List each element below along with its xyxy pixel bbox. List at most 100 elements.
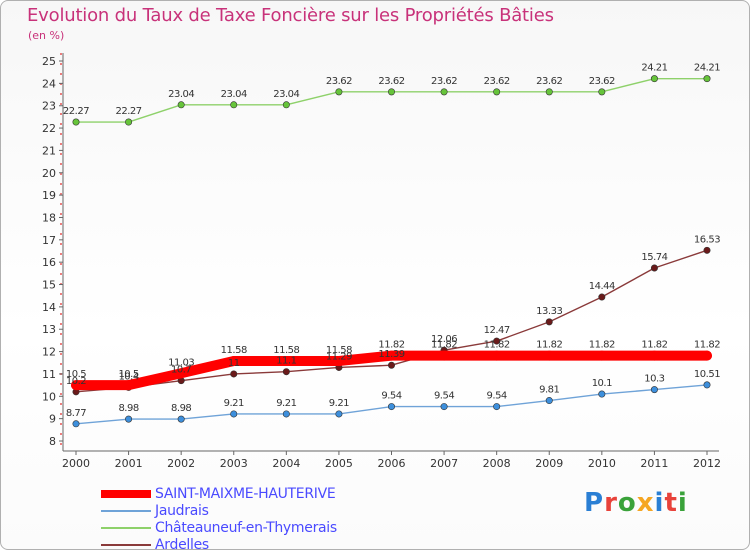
data-point xyxy=(176,368,187,379)
logo-letter: r xyxy=(604,488,618,518)
y-tick-label: 21 xyxy=(42,144,56,157)
data-point xyxy=(544,350,555,361)
data-label: 11.82 xyxy=(589,340,615,351)
data-label: 11.82 xyxy=(694,340,720,351)
data-point xyxy=(386,350,397,361)
data-label: 9.54 xyxy=(381,391,401,402)
data-point xyxy=(598,293,606,301)
data-label: 13.33 xyxy=(536,306,562,317)
x-tick-label: 2000 xyxy=(62,457,90,470)
logo-letter: x xyxy=(636,488,655,518)
data-label: 11.82 xyxy=(484,340,510,351)
data-point xyxy=(125,415,133,423)
data-label: 23.62 xyxy=(484,76,510,87)
data-point xyxy=(596,350,607,361)
x-tick-label: 2008 xyxy=(483,457,511,470)
proxiti-logo: Proxiti xyxy=(584,488,688,518)
y-tick-label: 15 xyxy=(42,279,56,292)
data-label: 23.62 xyxy=(431,76,457,87)
y-tick-label: 17 xyxy=(42,234,56,247)
data-label: 9.21 xyxy=(276,398,296,409)
data-label: 10.51 xyxy=(694,369,720,380)
data-label: 24.21 xyxy=(641,63,667,74)
data-point xyxy=(230,370,238,378)
y-tick-label: 20 xyxy=(42,167,56,180)
logo-letter: o xyxy=(617,488,637,518)
data-point xyxy=(72,420,80,428)
legend-swatch xyxy=(101,490,151,498)
data-point xyxy=(545,88,553,96)
legend-swatch xyxy=(101,544,151,546)
data-point xyxy=(440,88,448,96)
data-label: 10.3 xyxy=(644,374,664,385)
data-label: 8.77 xyxy=(66,408,86,419)
data-label: 9.21 xyxy=(329,398,349,409)
data-point xyxy=(440,403,448,411)
y-tick-label: 10 xyxy=(42,390,56,403)
data-point xyxy=(282,410,290,418)
data-point xyxy=(703,381,711,389)
y-tick-label: 8 xyxy=(49,435,56,448)
legend-swatch xyxy=(101,527,151,529)
data-point xyxy=(177,415,185,423)
data-point xyxy=(387,403,395,411)
data-label: 11.82 xyxy=(378,340,404,351)
data-label: 12.47 xyxy=(484,325,510,336)
legend-label: Jaudrais xyxy=(155,503,209,519)
data-label: 11.82 xyxy=(431,340,457,351)
x-tick-label: 2007 xyxy=(430,457,458,470)
x-tick-label: 2002 xyxy=(167,457,195,470)
y-tick-label: 13 xyxy=(42,323,56,336)
y-tick-label: 18 xyxy=(42,211,56,224)
y-tick-label: 9 xyxy=(49,413,56,426)
data-point xyxy=(387,361,395,369)
data-label: 11.03 xyxy=(168,357,194,368)
data-label: 9.21 xyxy=(224,398,244,409)
data-label: 10.7 xyxy=(171,365,191,376)
logo-letter: t xyxy=(664,488,678,518)
y-tick-label: 25 xyxy=(42,55,56,68)
data-point xyxy=(282,101,290,109)
data-label: 11.1 xyxy=(276,356,296,367)
y-tick-label: 19 xyxy=(42,189,56,202)
y-tick-label: 11 xyxy=(42,368,56,381)
x-tick-label: 2012 xyxy=(693,457,721,470)
x-tick-label: 2006 xyxy=(378,457,406,470)
y-tick-label: 12 xyxy=(42,346,56,359)
data-point xyxy=(228,355,239,366)
logo-letter: P xyxy=(584,488,605,518)
data-point xyxy=(703,75,711,83)
x-tick-label: 2001 xyxy=(115,457,143,470)
data-point xyxy=(545,397,553,405)
data-point xyxy=(387,88,395,96)
legend-label: SAINT-MAIXME-HAUTERIVE xyxy=(155,486,336,502)
data-label: 11.82 xyxy=(536,340,562,351)
data-label: 11.58 xyxy=(273,345,299,356)
y-tick-label: 16 xyxy=(42,256,56,269)
data-label: 11.29 xyxy=(326,351,352,362)
chart-series xyxy=(71,75,712,428)
data-label: 11.58 xyxy=(221,345,247,356)
data-point xyxy=(439,350,450,361)
data-point xyxy=(702,350,712,361)
data-label: 22.27 xyxy=(63,106,89,117)
x-tick-label: 2004 xyxy=(272,457,300,470)
data-point xyxy=(545,318,553,326)
data-label: 10.5 xyxy=(118,369,138,380)
data-point xyxy=(649,350,660,361)
legend-label: Châteauneuf-en-Thymerais xyxy=(155,520,337,536)
data-point xyxy=(123,380,134,391)
data-point xyxy=(650,264,658,272)
data-label: 11.58 xyxy=(326,345,352,356)
data-point xyxy=(177,101,185,109)
data-point xyxy=(72,118,80,126)
data-label: 23.04 xyxy=(273,89,299,100)
data-label: 23.62 xyxy=(589,76,615,87)
legend-label: Ardelles xyxy=(155,537,209,550)
data-point xyxy=(598,88,606,96)
x-tick-label: 2011 xyxy=(640,457,668,470)
data-label: 23.04 xyxy=(221,89,247,100)
